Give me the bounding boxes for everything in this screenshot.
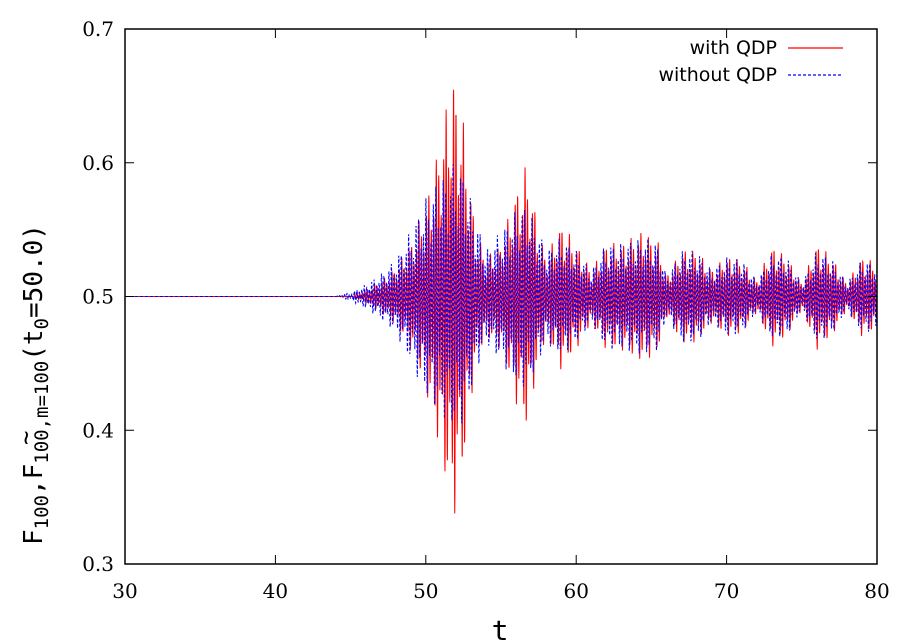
svg-text:F100,F100,m=100(t0=50.0): F100,F100,m=100(t0=50.0) [19,224,53,545]
x-tick-label: 40 [263,579,288,603]
y-tick-label: 0.6 [82,151,114,175]
x-tick-label: 80 [864,579,889,603]
y-tick-label: 0.5 [82,285,114,309]
legend-label-with-qdp: with QDP [690,37,777,59]
y-label-sub2: 100,m=100 [31,361,53,464]
x-axis-label: t [492,614,509,644]
y-label-sub1: 100 [31,495,53,529]
y-label-f2: F [19,464,49,480]
y-label-f1: F [19,529,49,545]
y-tick-label: 0.4 [82,418,114,442]
y-label-paren: (t [19,329,49,360]
legend: with QDP without QDP [658,37,843,86]
y-axis-label: F100,F100,m=100(t0=50.0) ~ [12,224,53,545]
y-tick-label: 0.7 [82,17,114,41]
x-tick-label: 70 [714,579,739,603]
x-tick-label: 30 [112,579,137,603]
legend-label-without-qdp: without QDP [658,64,777,86]
series-line-without-qdp [125,164,878,424]
y-tick-label: 0.3 [82,552,114,576]
x-tick-label: 50 [413,579,438,603]
y-label-sub3: 0 [31,318,53,329]
series-layer [125,89,878,514]
ticks-layer: 30 40 50 60 70 80 0.3 0.4 0.5 0.6 0.7 [82,17,890,603]
x-tick-label: 60 [563,579,588,603]
y-label-comma: , [19,479,49,495]
y-label-rest: =50.0) [19,224,49,318]
y-label-tilde: ~ [12,431,40,445]
